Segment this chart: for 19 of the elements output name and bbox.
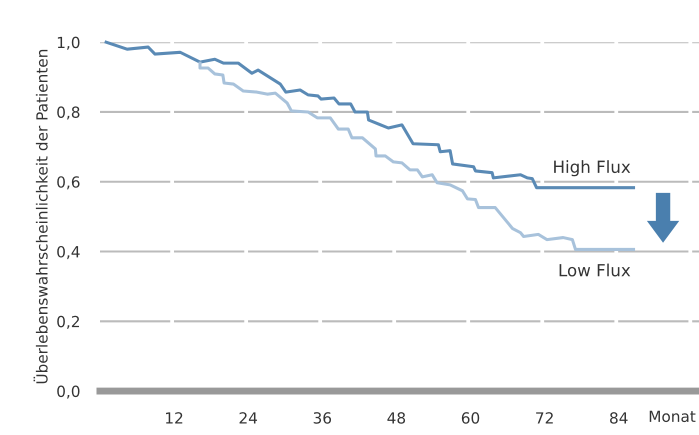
y-axis-title: Überlebenswahrscheinlichkeit der Patienten — [34, 50, 48, 384]
y-tick-label: 1,0 — [58, 36, 80, 50]
y-tick-label: 0,0 — [57, 386, 80, 399]
line-series — [198, 62, 636, 251]
line-series — [104, 40, 636, 190]
y-tick-label: 0,6 — [57, 176, 80, 190]
x-axis-title: Monat — [650, 410, 696, 422]
x-tick-label: 24 — [240, 412, 258, 424]
series-label: High Flux — [554, 160, 630, 176]
x-tick-label: 84 — [610, 412, 628, 424]
x-tick-label: 36 — [314, 412, 332, 424]
y-tick-label: 0,8 — [57, 106, 80, 120]
y-tick-label: 0,2 — [57, 316, 79, 329]
x-tick-label: 12 — [166, 412, 182, 424]
x-tick-label: 48 — [387, 412, 406, 424]
y-tick-label: 0,4 — [57, 246, 80, 260]
series-label: Low Flux — [560, 264, 630, 276]
x-tick-label: 72 — [536, 412, 553, 424]
x-tick-label: 60 — [462, 412, 480, 424]
